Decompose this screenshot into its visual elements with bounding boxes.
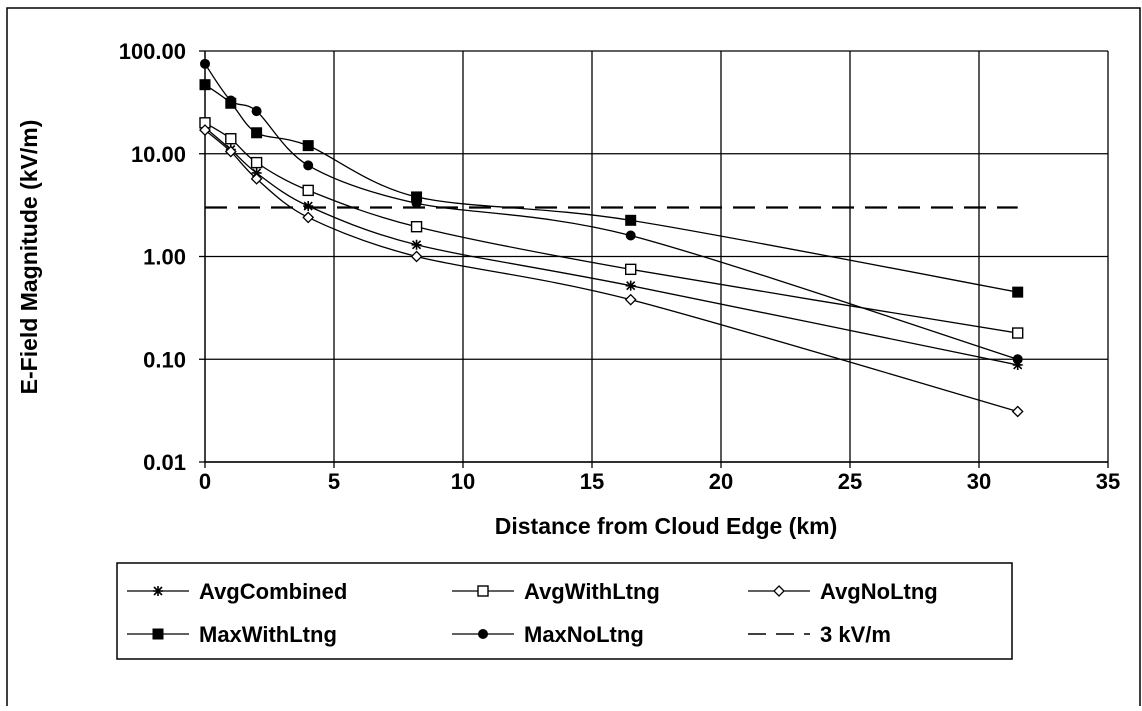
x-tick-label: 25	[838, 469, 862, 494]
legend-label-maxwithltng: MaxWithLtng	[199, 622, 337, 647]
series-line-avgcombined	[204, 127, 1018, 366]
data-point-avgnoltng	[250, 172, 263, 185]
data-point-avgnoltng	[199, 124, 211, 136]
data-point-avgcombined	[1012, 359, 1023, 370]
data-point-maxwithltng	[251, 127, 263, 139]
data-point-avgwithltng	[250, 156, 263, 169]
x-tick-label: 20	[709, 469, 733, 494]
data-point-avgnoltng	[410, 250, 423, 263]
series-line-maxwithltng	[204, 84, 1018, 293]
legend-box	[116, 562, 1013, 660]
data-point-avgcombined	[411, 239, 422, 250]
legend-marker-avgcombined	[153, 586, 163, 596]
x-tick-label: 30	[967, 469, 991, 494]
data-point-avgnoltng	[224, 145, 237, 158]
data-point-avgwithltng	[225, 133, 237, 145]
data-point-avgwithltng	[302, 184, 314, 197]
data-point-maxnoltng	[200, 58, 210, 69]
x-tick-label: 5	[328, 469, 340, 494]
legend-marker-avgnoltng	[773, 585, 785, 597]
y-axis-title: E-Field Magnitude (kV/m)	[16, 120, 42, 395]
legend-marker-maxnoltng	[478, 629, 488, 639]
legend-marker-maxwithltng	[152, 628, 164, 640]
legend-marker-avgwithltng	[477, 585, 489, 597]
data-point-maxnoltng	[1012, 354, 1023, 365]
data-point-maxwithltng	[302, 140, 314, 152]
y-tick-label: 10.00	[131, 142, 186, 167]
data-point-maxwithltng	[199, 79, 211, 91]
data-point-avgnoltng	[302, 211, 315, 224]
x-tick-label: 35	[1096, 469, 1120, 494]
data-point-avgwithltng	[1012, 327, 1024, 339]
legend-label-3-kv-m: 3 kV/m	[820, 622, 891, 647]
x-tick-label: 15	[580, 469, 604, 494]
y-tick-label: 100.00	[119, 39, 186, 64]
legend-label-avgcombined: AvgCombined	[199, 579, 347, 604]
series-line-maxnoltng	[204, 63, 1018, 360]
data-point-maxnoltng	[303, 160, 314, 171]
data-point-avgnoltng	[624, 293, 637, 306]
y-tick-label: 0.10	[143, 347, 186, 372]
data-point-avgwithltng	[625, 263, 637, 276]
data-point-maxnoltng	[625, 230, 636, 241]
series-line-avgnoltng	[204, 129, 1018, 413]
series-line-avgwithltng	[204, 122, 1018, 334]
data-point-maxnoltng	[225, 95, 236, 106]
legend: AvgCombined AvgWithLtng AvgNoLtng MaxWithLt…	[116, 562, 1013, 660]
data-point-avgcombined	[303, 201, 314, 212]
data-point-maxnoltng	[411, 198, 422, 209]
data-point-maxwithltng	[625, 214, 637, 226]
legend-label-avgwithltng: AvgWithLtng	[524, 579, 660, 604]
y-tick-label: 1.00	[143, 245, 186, 270]
data-point-avgwithltng	[410, 220, 423, 233]
data-point-maxwithltng	[411, 191, 423, 203]
data-point-maxnoltng	[251, 106, 262, 117]
data-point-avgnoltng	[1011, 405, 1024, 418]
data-point-avgcombined	[625, 280, 636, 291]
y-tick-label: 0.01	[143, 450, 186, 475]
x-tick-label: 0	[199, 469, 211, 494]
legend-label-avgnoltng: AvgNoLtng	[820, 579, 938, 604]
data-point-maxwithltng	[1012, 286, 1024, 298]
legend-label-maxnoltng: MaxNoLtng	[524, 622, 644, 647]
x-tick-label: 10	[451, 469, 475, 494]
x-axis-title: Distance from Cloud Edge (km)	[495, 513, 837, 539]
